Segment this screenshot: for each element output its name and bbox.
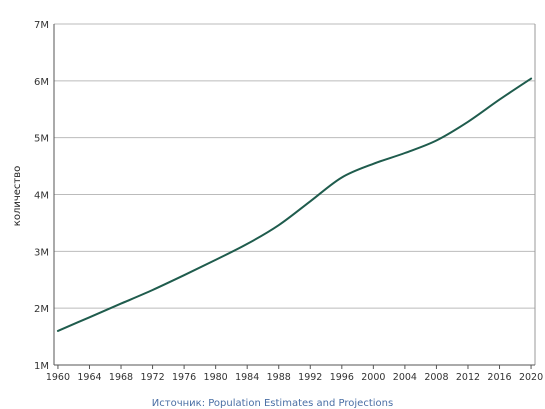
y-tick-label: 1M	[34, 361, 49, 372]
x-tick-label: 1960	[46, 372, 70, 383]
series-layer	[56, 77, 533, 332]
x-tick-label: 2020	[519, 372, 543, 383]
x-tick-label: 1988	[267, 372, 291, 383]
x-tick-label: 2004	[393, 372, 417, 383]
x-tick-label: 2012	[456, 372, 480, 383]
y-axis-label: количество	[12, 166, 23, 226]
x-tick-label: 1964	[77, 372, 101, 383]
x-tick-label: 1980	[204, 372, 228, 383]
x-tick-label: 1976	[172, 372, 196, 383]
y-tick-label: 2M	[34, 304, 49, 315]
y-tick-label: 7M	[34, 20, 49, 31]
x-tick-label: 2000	[361, 372, 385, 383]
population-series-line	[56, 77, 533, 332]
y-tick-label: 6M	[34, 77, 49, 88]
x-tick-label: 1996	[330, 372, 354, 383]
x-tick-label: 2008	[424, 372, 448, 383]
x-tick-label: 1992	[298, 372, 322, 383]
y-tick-label: 5M	[34, 134, 49, 145]
x-tick-label: 2016	[487, 372, 511, 383]
grid-lines	[54, 23, 535, 366]
source-caption[interactable]: Источник: Population Estimates and Proje…	[151, 398, 394, 409]
x-tick-label: 1984	[235, 372, 259, 383]
y-tick-label: 3M	[34, 247, 49, 258]
x-tick-label: 1972	[140, 372, 164, 383]
x-tick-label: 1968	[109, 372, 133, 383]
y-axis-tick-labels: 1M 2M 3M 4M 5M 6M 7M	[34, 20, 49, 372]
y-tick-label: 4M	[34, 191, 49, 202]
plot-frame	[53, 24, 536, 366]
x-axis-tick-labels: 1960 1964 1968 1972 1976 1980 1984 1988 1992 1996…	[46, 365, 543, 383]
